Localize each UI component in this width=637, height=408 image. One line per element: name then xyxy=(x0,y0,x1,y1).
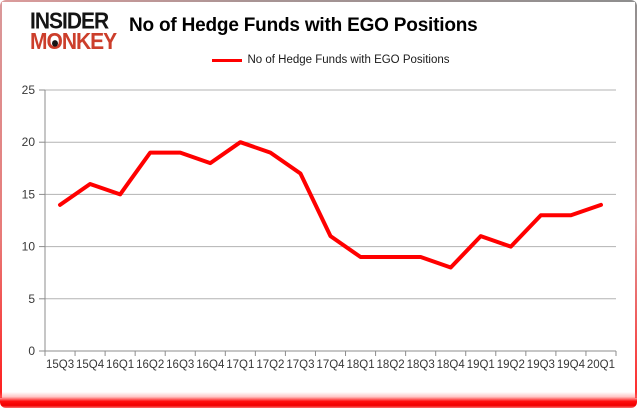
legend-label: No of Hedge Funds with EGO Positions xyxy=(247,54,450,66)
legend: No of Hedge Funds with EGO Positions xyxy=(0,54,637,66)
x-axis-label: 18Q2 xyxy=(377,359,405,371)
x-axis-label: 18Q1 xyxy=(346,359,374,371)
logo-insider-text: INSIDER xyxy=(30,8,109,34)
logo-monkey-nkey: NKEY xyxy=(61,29,117,55)
legend-line-swatch xyxy=(211,58,242,62)
logo-monkey-m: M xyxy=(30,29,47,55)
x-axis-label: 16Q3 xyxy=(166,359,194,371)
x-axis-label: 17Q4 xyxy=(316,359,345,371)
x-axis-label: 17Q1 xyxy=(226,359,254,371)
x-axis-label: 18Q4 xyxy=(437,359,466,371)
x-axis-label: 16Q4 xyxy=(196,359,225,371)
x-axis-label: 17Q3 xyxy=(286,359,314,371)
y-axis-label: 5 xyxy=(28,292,35,306)
frame-border-bottom xyxy=(0,392,637,408)
x-axis-label: 19Q1 xyxy=(467,359,495,371)
x-axis-label: 20Q1 xyxy=(587,359,615,371)
series-line xyxy=(58,140,603,270)
x-axis-label: 18Q3 xyxy=(407,359,435,371)
x-axis-label: 16Q2 xyxy=(136,359,164,371)
chart-title: No of Hedge Funds with EGO Positions xyxy=(129,15,478,36)
insider-monkey-logo: INSIDER MONKEY xyxy=(30,8,117,55)
x-axis-label: 16Q1 xyxy=(106,359,134,371)
x-axis-label: 15Q3 xyxy=(46,359,74,371)
x-axis-label: 19Q4 xyxy=(557,359,586,371)
y-axis-label: 25 xyxy=(22,83,36,97)
frame-border-right xyxy=(635,0,637,398)
y-axis-label: 10 xyxy=(22,240,36,254)
y-axis-label: 15 xyxy=(22,187,36,201)
x-axis-label: 19Q2 xyxy=(497,359,525,371)
y-axis-label: 0 xyxy=(28,344,35,358)
frame-border-top xyxy=(0,0,637,2)
y-axis-label: 20 xyxy=(22,135,36,149)
logo-monkey-o-icon: O xyxy=(46,29,63,55)
frame-border-left xyxy=(0,0,2,398)
x-axis-label: 19Q3 xyxy=(527,359,555,371)
x-axis-label: 17Q2 xyxy=(256,359,284,371)
logo-monkey-text: MONKEY xyxy=(30,29,117,55)
x-axis-label: 15Q4 xyxy=(76,359,105,371)
